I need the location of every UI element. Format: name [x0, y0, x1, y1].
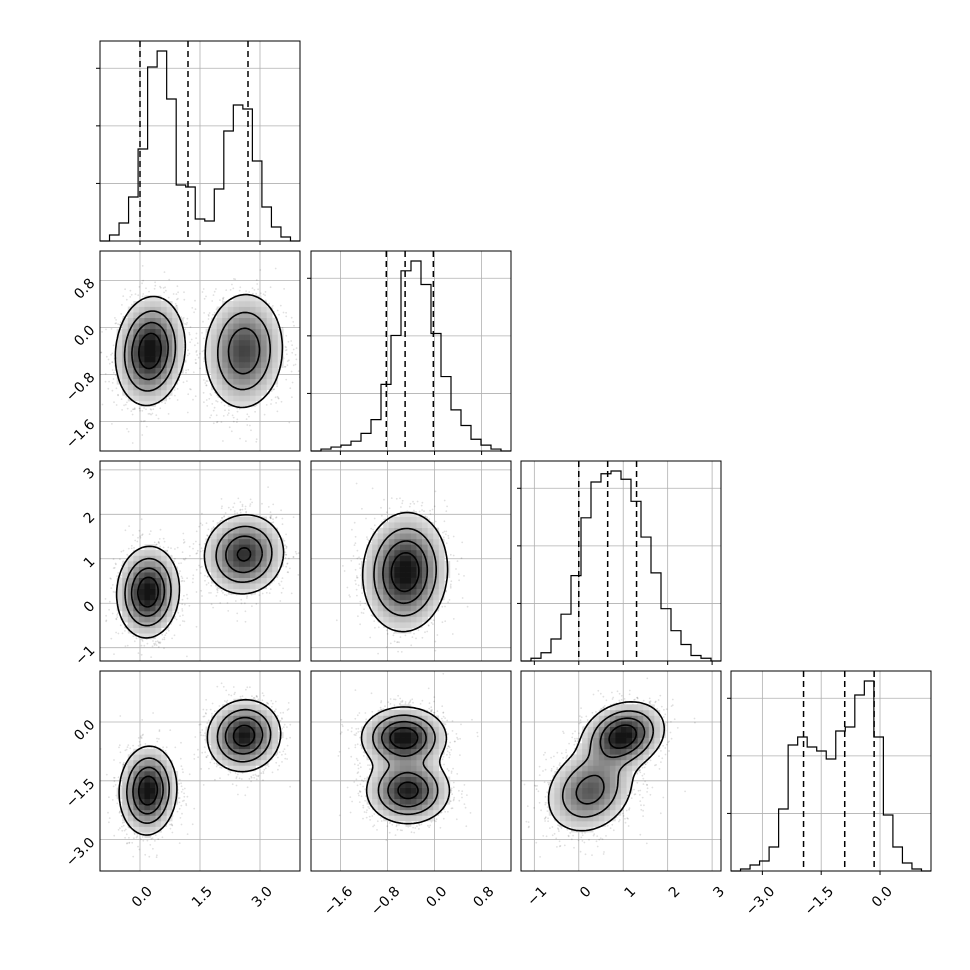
contour-level: [130, 535, 263, 617]
contour-level: [390, 552, 420, 593]
histogram-step-3: [731, 680, 931, 872]
scatter-panel-0-3: [99, 670, 301, 872]
histogram-panel-0: [96, 40, 301, 245]
panel-frame: [310, 670, 512, 872]
x-tick-labels-2: −1 0 1 2 3: [524, 884, 728, 910]
histogram-panel-2: [517, 460, 722, 665]
contour-level: [115, 514, 285, 639]
scatter-panel-2-3: [520, 670, 722, 872]
contour-level: [389, 727, 419, 800]
contour-level: [360, 706, 451, 825]
contour-level: [382, 540, 429, 605]
contour-level: [118, 698, 282, 836]
y-tick-label: 0.0: [71, 717, 98, 744]
y-tick-label: 3: [81, 465, 99, 483]
y-tick-label: −1.5: [63, 776, 98, 811]
contour-level: [372, 714, 439, 816]
contour-level: [561, 710, 655, 818]
panel-frame: [520, 460, 722, 662]
panel-frame: [99, 40, 301, 242]
contour-lines: [360, 706, 451, 825]
x-tick-label: 0: [577, 884, 595, 902]
x-tick-label: 3: [710, 884, 728, 902]
x-tick-label: −1: [524, 884, 550, 910]
panel-frame: [730, 670, 932, 872]
x-tick-labels-0: 0.0 1.5 3.0: [129, 884, 276, 911]
x-tick-label: 1: [621, 884, 639, 902]
x-tick-labels-1: −1.6 −0.8 0.0 0.8: [321, 884, 498, 919]
contour-level: [124, 525, 273, 627]
scatter-panel-0-2: [99, 460, 301, 662]
panel-frame: [99, 460, 301, 662]
density-cells: [548, 704, 666, 833]
contour-lines: [114, 293, 284, 409]
x-tick-labels-3: −3.0 −1.5 0.0: [743, 884, 896, 919]
y-tick-label: 0: [81, 598, 99, 616]
contour-level: [361, 511, 449, 633]
density-cells: [116, 516, 284, 640]
histogram-step-2: [521, 470, 721, 662]
y-tick-label: 2: [81, 509, 99, 527]
contour-lines: [361, 511, 449, 633]
y-tick-label: −1: [72, 643, 98, 669]
contour-level: [381, 720, 429, 808]
x-tick-label: −1.5: [802, 884, 837, 919]
y-tick-label: −3.0: [63, 835, 98, 870]
y-tick-labels-1: −1.6 −0.8 0.0 0.8: [63, 275, 98, 452]
x-tick-label: 0.0: [129, 884, 156, 911]
panel-frame: [99, 670, 301, 872]
y-tick-label: −0.8: [63, 370, 98, 405]
x-tick-label: 0.0: [869, 884, 896, 911]
y-tick-label: 1: [81, 554, 99, 572]
contour-lines: [547, 701, 666, 832]
density-cells: [361, 704, 451, 827]
x-tick-label: 2: [666, 884, 684, 902]
x-tick-label: −0.8: [368, 884, 403, 919]
contour-level: [373, 527, 437, 617]
contour-level: [547, 701, 666, 832]
x-tick-label: 0.8: [470, 884, 497, 911]
contour-level: [137, 724, 256, 806]
y-tick-labels-2: −1 0 1 2 3: [72, 465, 98, 669]
panel-frame: [520, 670, 722, 872]
contour-level: [126, 708, 272, 824]
histogram-panel-1: [307, 250, 512, 455]
contour-level: [132, 716, 264, 815]
x-tick-label: −1.6: [321, 884, 356, 919]
histogram-panel-3: [727, 670, 932, 875]
contour-level: [138, 332, 162, 370]
density-cells: [116, 295, 284, 407]
scatter-panel-1-2: [310, 460, 512, 662]
x-tick-label: 3.0: [249, 884, 276, 911]
x-tick-label: −3.0: [743, 884, 778, 919]
contour-lines: [118, 698, 282, 836]
x-tick-label: 1.5: [189, 884, 216, 911]
scatter-panel-0-1: [99, 250, 301, 452]
y-tick-label: −1.6: [63, 417, 98, 452]
contour-level: [123, 310, 271, 392]
histogram-step-0: [100, 50, 300, 242]
x-tick-label: 0.0: [423, 884, 450, 911]
contour-level: [114, 293, 284, 409]
panel-frame: [310, 250, 512, 452]
y-tick-labels-3: −3.0 −1.5 0.0: [63, 717, 98, 870]
y-tick-label: 0.0: [71, 323, 98, 350]
contour-level: [575, 717, 646, 805]
panel-frame: [99, 250, 301, 452]
y-tick-label: 0.8: [71, 275, 98, 302]
panel-frame: [310, 460, 512, 662]
histogram-step-1: [311, 260, 511, 452]
scatter-panel-1-3: [310, 670, 512, 872]
contour-level: [608, 724, 638, 749]
contour-level: [137, 547, 252, 608]
contour-lines: [115, 514, 285, 639]
contour-level: [131, 321, 261, 381]
